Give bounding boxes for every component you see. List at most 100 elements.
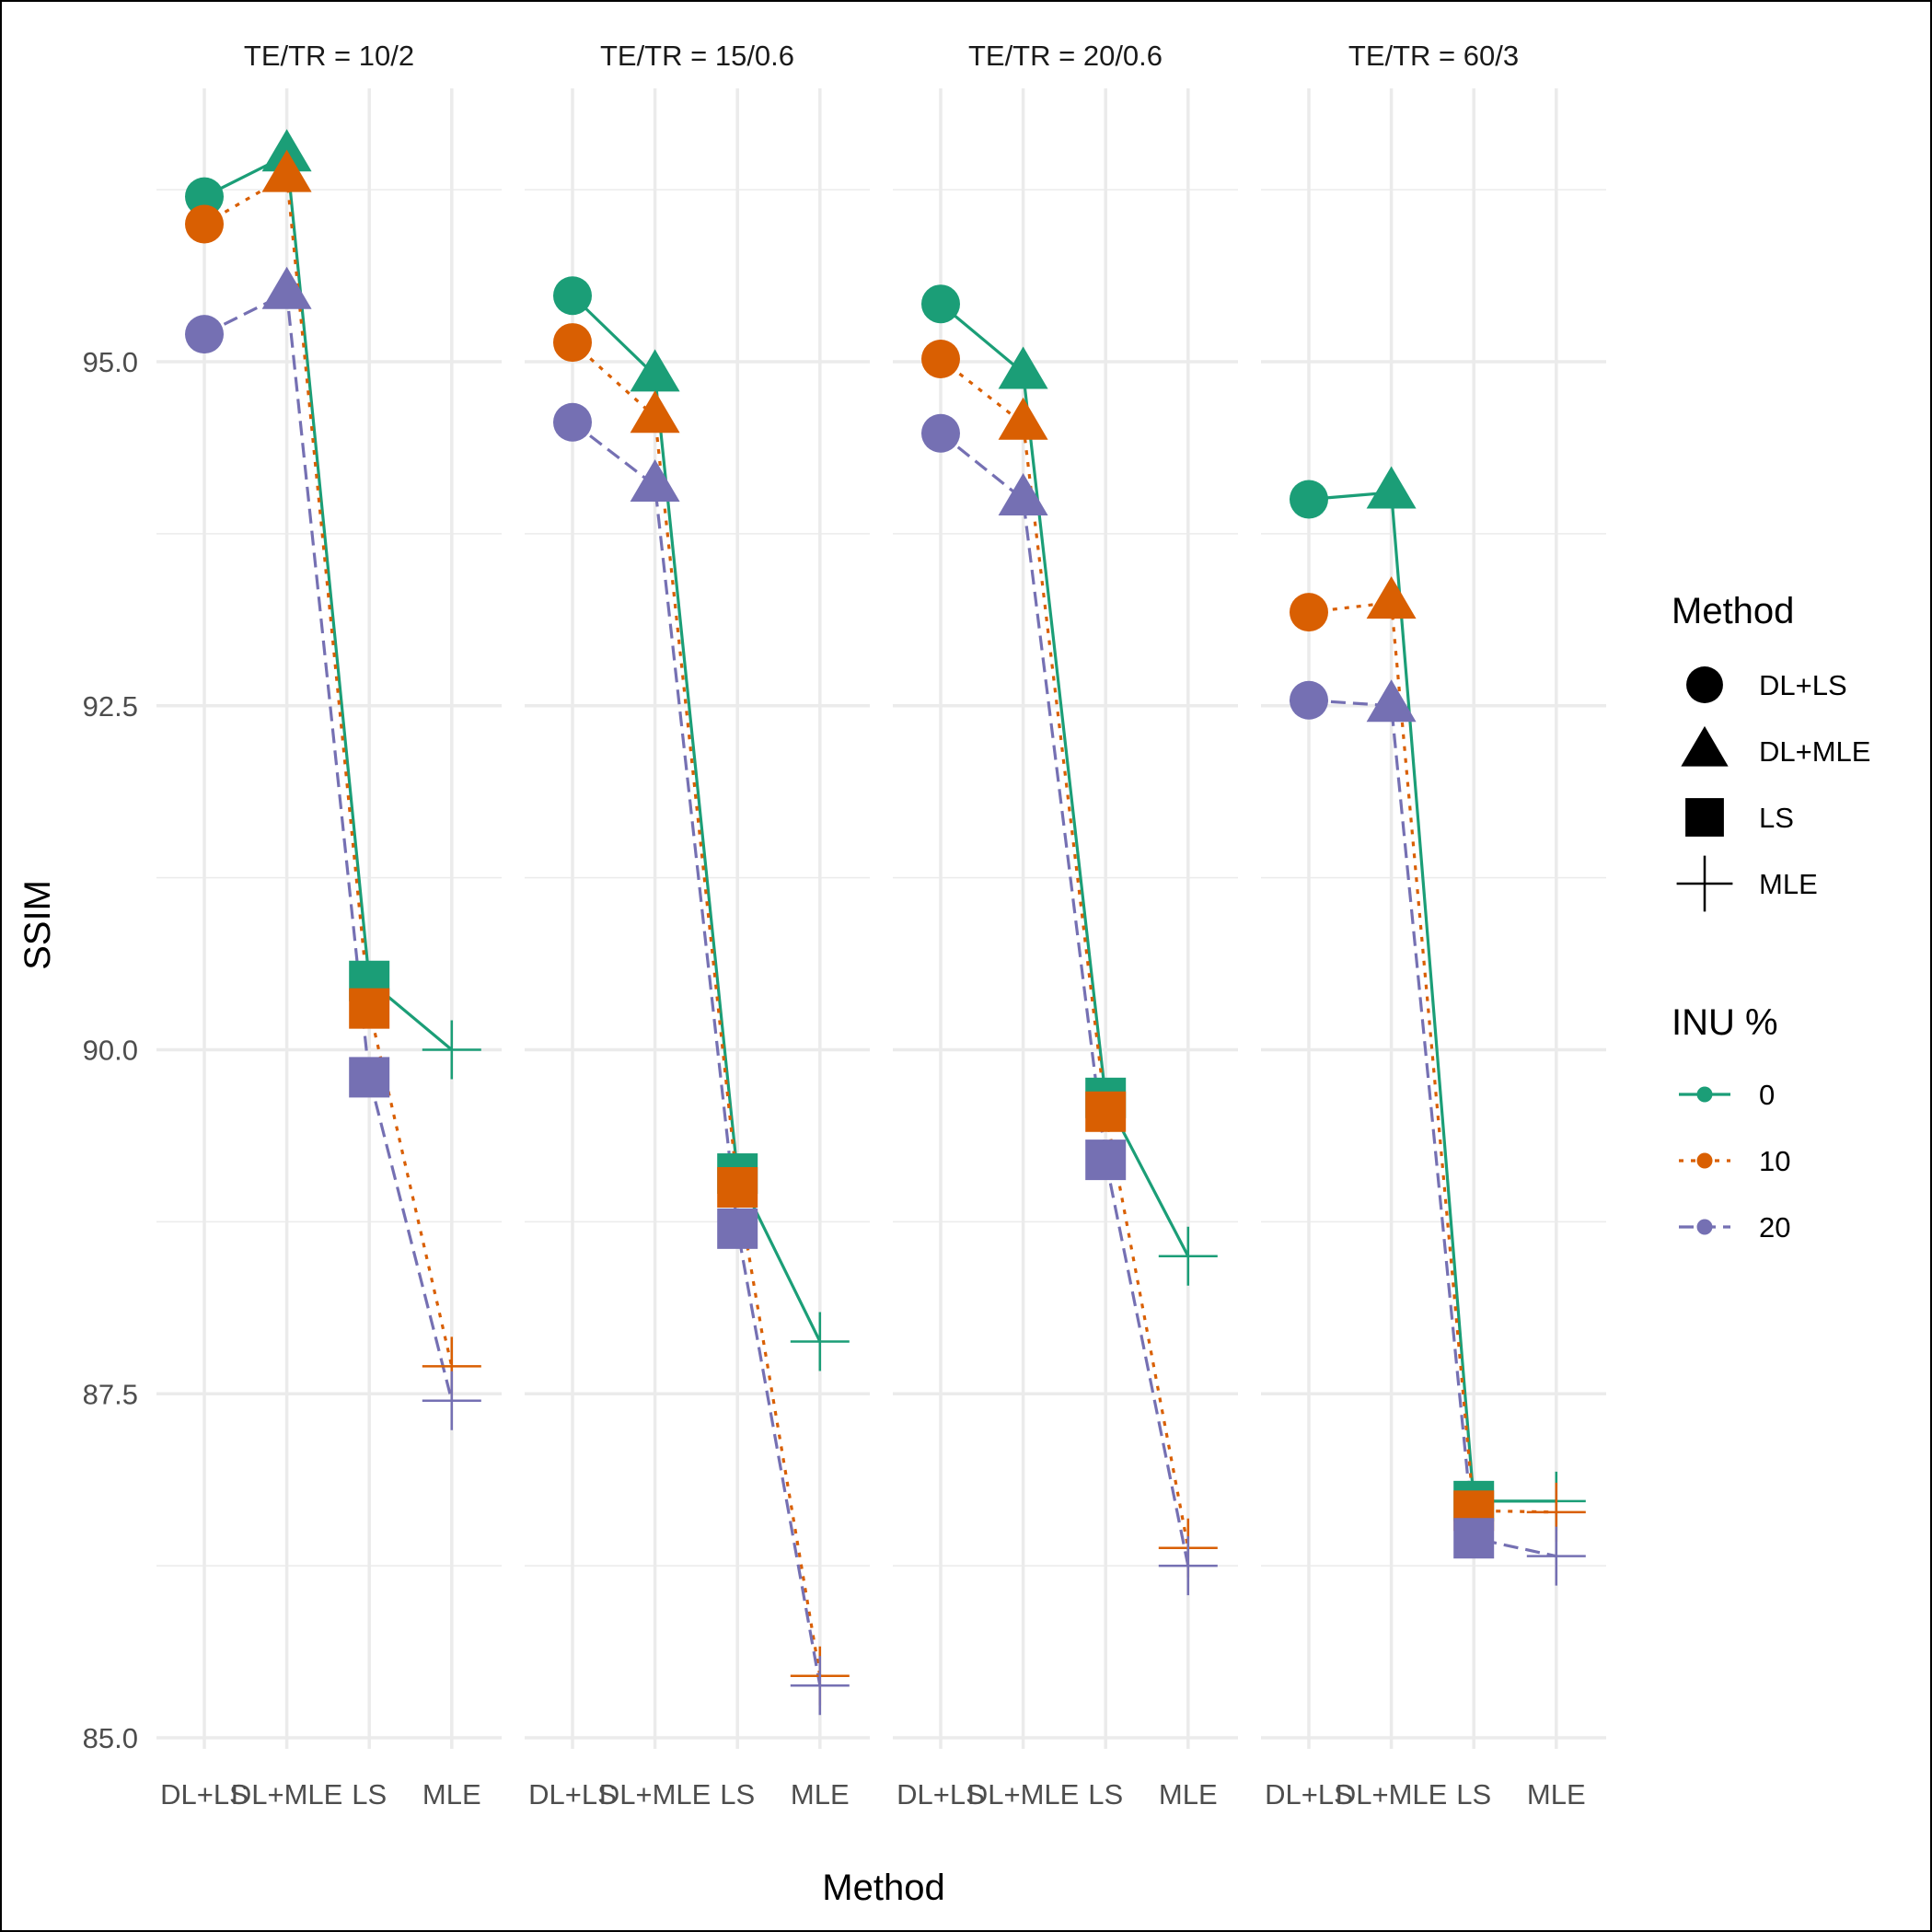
x-axis-title: Method <box>822 1868 944 1908</box>
data-point-20-dl-mle <box>630 459 680 503</box>
series-line-20 <box>203 290 454 1402</box>
x-tick-label: MLE <box>1159 1778 1218 1811</box>
data-point-0-dl-ls <box>921 284 960 324</box>
x-tick-label: LS <box>1456 1778 1491 1811</box>
legend: Method DL+LS DL+MLE LS MLE INU % 0 10 20 <box>1672 591 1870 1244</box>
series-line-10 <box>1308 600 1556 1514</box>
x-tick-label: DL+MLE <box>1336 1778 1447 1811</box>
data-point-10-dl-mle <box>1366 576 1417 619</box>
x-tick-label: DL+MLE <box>231 1778 342 1811</box>
data-point-20-dl-mle <box>1366 679 1417 723</box>
data-point-10-dl-mle <box>998 397 1048 440</box>
data-point-20-dl-ls <box>921 413 960 453</box>
series-line-10 <box>940 357 1190 1548</box>
legend-dot-20 <box>1696 1219 1713 1235</box>
data-point-10-ls <box>717 1167 758 1208</box>
data-point-0-mle <box>790 1312 850 1371</box>
data-point-20-dl-mle <box>998 472 1048 515</box>
series-line-20 <box>939 432 1190 1567</box>
data-point-10-dl-ls <box>1290 593 1328 632</box>
data-point-20-mle <box>790 1656 850 1716</box>
series-line-20 <box>1308 699 1557 1558</box>
data-point-10-dl-ls <box>185 204 224 244</box>
x-tick-label: DL+LS <box>897 1778 985 1811</box>
x-tick-label: DL+MLE <box>967 1778 1079 1811</box>
legend-label-method: MLE <box>1759 868 1818 900</box>
legend-label-inu: 0 <box>1759 1079 1775 1111</box>
legend-label-method: LS <box>1759 802 1794 834</box>
x-tick-label: LS <box>352 1778 387 1811</box>
legend-label-inu: 20 <box>1759 1211 1790 1244</box>
data-point-20-ls <box>1085 1140 1127 1181</box>
series-line-20 <box>572 421 822 1686</box>
legend-dot-10 <box>1696 1152 1713 1169</box>
facet-label: TE/TR = 10/2 <box>244 40 414 72</box>
x-tick-label: LS <box>1088 1778 1123 1811</box>
data-point-20-ls <box>717 1208 758 1249</box>
y-axis: 85.0 87.5 90.0 92.5 95.0 <box>83 346 138 1754</box>
y-tick-label: 90.0 <box>83 1035 138 1067</box>
data-point-20-mle <box>422 1371 481 1430</box>
data-point-10-dl-ls <box>553 323 592 363</box>
data-point-20-ls <box>1453 1518 1495 1559</box>
data-point-20-dl-ls <box>553 402 592 442</box>
y-tick-label: 85.0 <box>83 1722 138 1754</box>
data-point-20-dl-ls <box>185 315 224 354</box>
series-line-0 <box>939 302 1190 1257</box>
data-point-10-ls <box>349 988 390 1029</box>
data-point-20-dl-mle <box>261 266 312 309</box>
series-line-0 <box>203 153 453 1051</box>
legend-dot-0 <box>1696 1086 1713 1103</box>
series-line-0 <box>571 295 822 1343</box>
data-point-0-mle <box>422 1020 481 1080</box>
data-point-0-dl-ls <box>553 276 592 316</box>
legend-key-triangle <box>1681 725 1729 767</box>
x-tick-label: DL+MLE <box>599 1778 711 1811</box>
data-point-20-mle <box>1158 1536 1218 1596</box>
legend-key-circle <box>1686 666 1723 703</box>
facet-label: TE/TR = 20/0.6 <box>968 40 1163 72</box>
legend-key-square <box>1685 798 1724 837</box>
x-tick-label: DL+LS <box>1265 1778 1353 1811</box>
y-axis-title: SSIM <box>17 880 58 970</box>
data-point-0-dl-mle <box>998 346 1048 389</box>
x-tick-label: MLE <box>1527 1778 1586 1811</box>
data-point-10-dl-ls <box>921 340 960 379</box>
legend-title-inu: INU % <box>1672 1002 1778 1043</box>
facet-label: TE/TR = 15/0.6 <box>600 40 794 72</box>
x-tick-label: LS <box>720 1778 755 1811</box>
series-line-10 <box>203 173 454 1367</box>
data-point-0-dl-mle <box>630 349 680 392</box>
y-tick-label: 95.0 <box>83 346 138 378</box>
legend-label-inu: 10 <box>1759 1145 1790 1177</box>
x-tick-label: MLE <box>422 1778 481 1811</box>
facet-label: TE/TR = 60/3 <box>1348 40 1519 72</box>
x-tick-label: DL+LS <box>160 1778 249 1811</box>
data-point-10-dl-mle <box>261 149 312 192</box>
legend-label-method: DL+MLE <box>1759 735 1870 768</box>
data-point-20-mle <box>1526 1526 1586 1586</box>
data-point-10-ls <box>1085 1091 1127 1132</box>
data-point-0-dl-mle <box>1366 466 1417 509</box>
data-point-0-mle <box>1158 1226 1218 1286</box>
data-point-20-ls <box>349 1057 390 1098</box>
y-tick-label: 87.5 <box>83 1378 138 1410</box>
y-tick-label: 92.5 <box>83 690 138 723</box>
data-point-10-dl-mle <box>630 390 680 434</box>
legend-title-method: Method <box>1672 591 1794 631</box>
legend-key-cross <box>1676 855 1733 912</box>
legend-label-method: DL+LS <box>1759 669 1847 701</box>
series-line-0 <box>1308 491 1556 1503</box>
x-tick-label: DL+LS <box>528 1778 617 1811</box>
data-point-0-dl-ls <box>1290 480 1328 519</box>
x-tick-label: MLE <box>791 1778 850 1811</box>
data-point-0-dl-ls <box>185 177 224 216</box>
data-point-20-dl-ls <box>1290 680 1328 720</box>
